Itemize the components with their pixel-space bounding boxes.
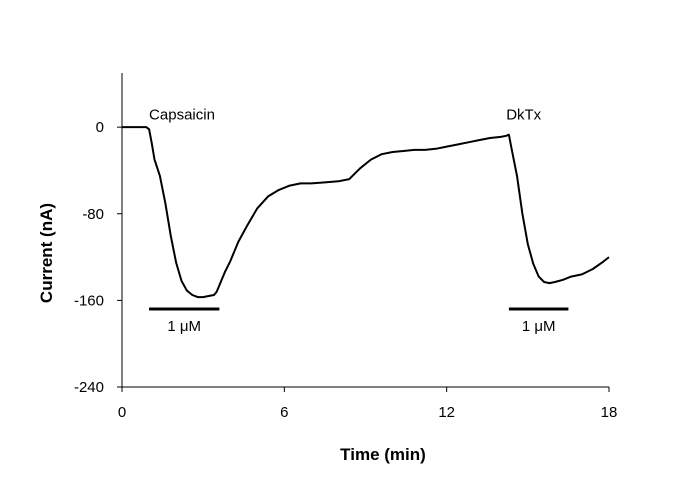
y-ticks: 0 -80 -160 -240 [74, 119, 122, 396]
application-bar-label: 1 μM [167, 318, 201, 335]
x-tick-label: 6 [280, 404, 288, 421]
x-axis-title: Time (min) [340, 445, 426, 464]
y-tick-label: -80 [82, 206, 104, 223]
annotation-label: Capsaicin [149, 107, 215, 124]
x-tick-label: 0 [118, 404, 126, 421]
application-bars: 1 μM 1 μM [149, 307, 569, 335]
y-tick-label: -240 [74, 379, 104, 396]
annotation-label: DkTx [506, 107, 541, 124]
x-tick-label: 12 [438, 404, 455, 421]
annotations: Capsaicin DkTx [149, 107, 542, 124]
y-tick-label: -160 [74, 292, 104, 309]
current-trace-line [122, 126, 610, 299]
y-axis-title: Current (nA) [37, 203, 56, 303]
x-ticks: 0 6 12 18 [118, 387, 618, 421]
y-tick-label: 0 [96, 119, 104, 136]
application-bar-label: 1 μM [522, 318, 556, 335]
plot-area: 0 6 12 18 0-80-160-240 Capsaicin DkTx 1 μM 1 … [74, 73, 617, 421]
x-tick-label: 18 [601, 404, 618, 421]
